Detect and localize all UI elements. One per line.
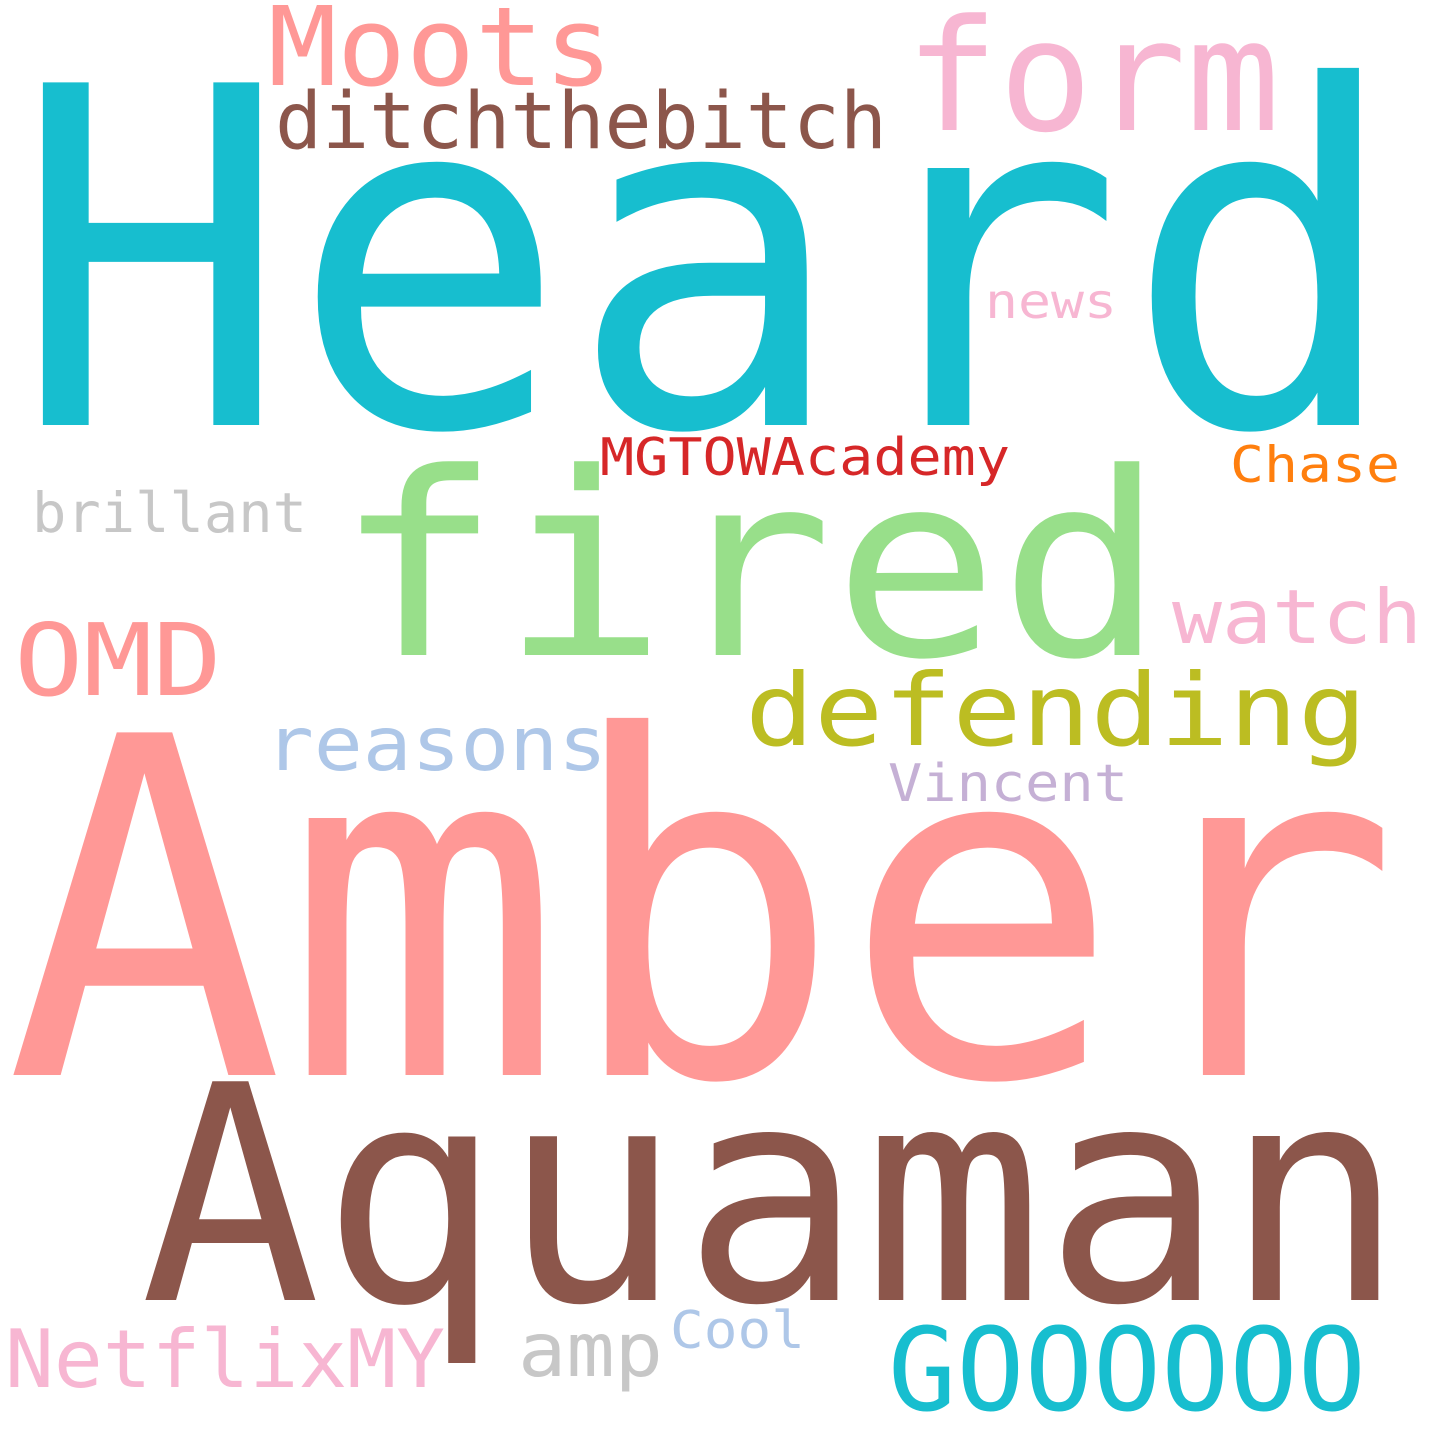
word-chase: Chase [1230, 436, 1400, 494]
word-ditchthebitch: ditchthebitch [275, 77, 887, 167]
word-reasons: reasons [265, 700, 607, 788]
word-fired: fired [335, 419, 1165, 716]
word-moots: Moots [268, 0, 613, 111]
word-mgtowacademy: MGTOWAcademy [600, 428, 1010, 488]
word-amber: Amber [5, 639, 1400, 1186]
word-gooooooo: GOOOOOO [888, 1304, 1366, 1438]
word-vincent: Vincent [888, 754, 1128, 814]
word-defending: defending [745, 652, 1367, 769]
word-watch: watch [1172, 573, 1422, 661]
word-omd: OMD [14, 602, 222, 719]
word-brillant: brillant [32, 481, 307, 545]
word-form: form [905, 0, 1280, 167]
word-aquaman: Aquaman [140, 1022, 1405, 1371]
word-cool: Cool [670, 1301, 805, 1361]
word-amp: amp [518, 1306, 663, 1394]
word-news: news [985, 274, 1117, 330]
word-netflixmy: NetflixMY [5, 1313, 445, 1406]
word-heard: Heard [12, 0, 1402, 536]
